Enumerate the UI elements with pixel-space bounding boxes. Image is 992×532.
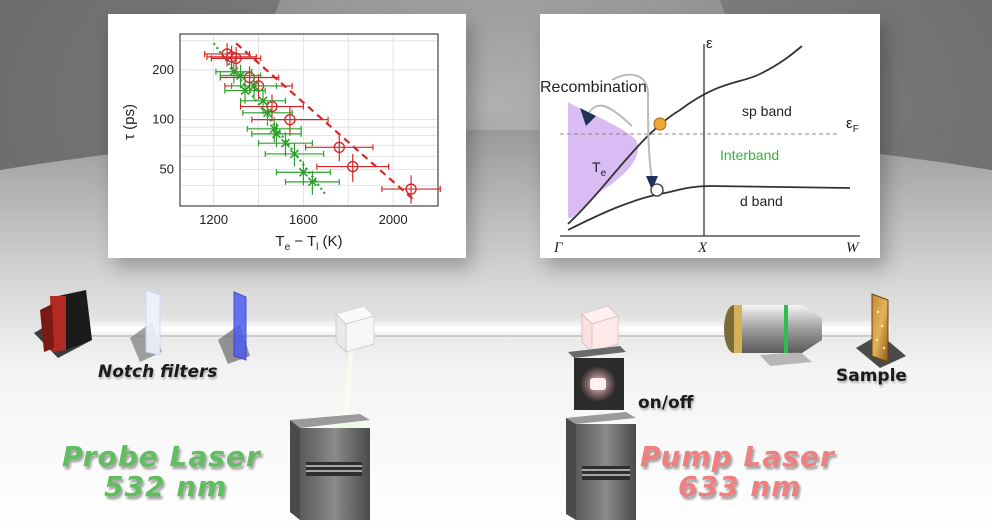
interband-arrowhead xyxy=(646,176,658,190)
fit-line-1 xyxy=(235,42,417,203)
data-point xyxy=(224,79,266,104)
data-point xyxy=(246,117,302,143)
x-axis-label: Te − Tl (K) xyxy=(275,233,342,253)
circle-marker xyxy=(333,141,345,154)
y-tick-label: 100 xyxy=(152,112,174,127)
data-point xyxy=(257,132,313,157)
plot-frame xyxy=(179,33,439,207)
cross-marker xyxy=(240,85,250,96)
sample-label: Sample xyxy=(836,366,907,386)
sp-band-curve xyxy=(567,45,803,225)
cross-marker xyxy=(229,67,239,77)
detector xyxy=(34,290,92,358)
empty-state xyxy=(650,183,664,197)
objective-lens xyxy=(724,305,822,366)
pump-laser-label: Pump Laser xyxy=(640,440,835,473)
cross-marker xyxy=(298,167,308,177)
sp-band-label: sp band xyxy=(742,103,792,119)
data-points xyxy=(204,43,441,204)
te-label: Te xyxy=(592,159,607,179)
recombination-label: Recombination xyxy=(540,79,647,96)
cross-marker xyxy=(280,138,291,148)
cross-marker xyxy=(271,129,282,139)
interband-label: Interband xyxy=(720,147,779,163)
pump-wavelength-label: 633 nm xyxy=(678,470,802,503)
pump-laser-body xyxy=(566,412,636,520)
fit-lines xyxy=(212,42,417,203)
shutter xyxy=(568,346,626,410)
relaxation-time-chart: 1200 1600 2000 50 100 200 τ (ps) Te − Tl (K) xyxy=(121,33,441,253)
w-point-label: W xyxy=(846,240,860,256)
electron-distribution-fill xyxy=(568,102,639,218)
x-tick-label: 1600 xyxy=(289,212,318,227)
fermi-level-label: εF xyxy=(846,115,859,135)
band-structure-panel: ε Recombination Te sp band εF Interband … xyxy=(540,14,880,258)
probe-beamsplitter xyxy=(335,305,375,354)
cross-marker xyxy=(262,108,273,118)
data-point xyxy=(305,135,374,162)
cross-marker xyxy=(236,70,246,81)
probe-laser-label: Probe Laser xyxy=(62,440,261,473)
cross-marker xyxy=(307,177,317,187)
d-band-curve xyxy=(567,185,851,231)
cross-marker xyxy=(249,81,259,91)
data-point xyxy=(215,61,253,84)
x-point-label: X xyxy=(697,240,708,256)
on-off-label: on/off xyxy=(638,393,694,413)
y-axis-label: τ (ps) xyxy=(121,104,138,140)
x-tick-label: 1200 xyxy=(199,212,228,227)
data-point xyxy=(275,161,331,186)
probe-wavelength-label: 532 nm xyxy=(104,470,228,503)
d-band-label: d band xyxy=(740,193,783,209)
cross-marker xyxy=(258,96,268,106)
cross-marker xyxy=(289,149,299,159)
circle-marker xyxy=(284,113,296,126)
circle-marker xyxy=(230,52,242,65)
epsilon-axis-label: ε xyxy=(706,35,713,52)
band-structure-diagram: ε Recombination Te sp band εF Interband … xyxy=(540,35,860,256)
y-tick-label: 50 xyxy=(160,161,174,176)
notch-filter-2 xyxy=(218,291,250,364)
circle-marker xyxy=(347,160,359,173)
y-tick-label: 200 xyxy=(152,62,174,77)
notch-filter-1 xyxy=(130,289,162,362)
data-point xyxy=(224,74,293,100)
data-point xyxy=(381,175,441,204)
recombination-arrowhead xyxy=(580,108,596,126)
data-point xyxy=(284,170,340,195)
data-point xyxy=(210,47,262,72)
data-point xyxy=(239,94,304,122)
relaxation-time-plot-panel: 1200 1600 2000 50 100 200 τ (ps) Te − Tl (K) xyxy=(108,14,466,258)
circle-marker xyxy=(405,183,417,195)
fit-line-2 xyxy=(212,42,327,196)
data-point xyxy=(239,89,287,115)
sample-holder xyxy=(856,293,906,368)
pump-beamsplitter xyxy=(581,305,619,354)
data-point xyxy=(264,143,325,167)
data-point xyxy=(242,101,293,126)
data-point xyxy=(230,74,278,100)
data-point xyxy=(316,153,390,182)
occupied-state xyxy=(653,117,667,131)
data-point xyxy=(251,106,329,136)
x-tick-label: 2000 xyxy=(379,212,408,227)
probe-laser-body xyxy=(290,414,370,520)
gamma-point-label: Γ xyxy=(553,240,564,256)
notch-filters-label: Notch filters xyxy=(98,362,218,382)
axis-ticks: 1200 1600 2000 50 100 200 xyxy=(152,62,407,227)
interband-arrow xyxy=(611,73,653,181)
